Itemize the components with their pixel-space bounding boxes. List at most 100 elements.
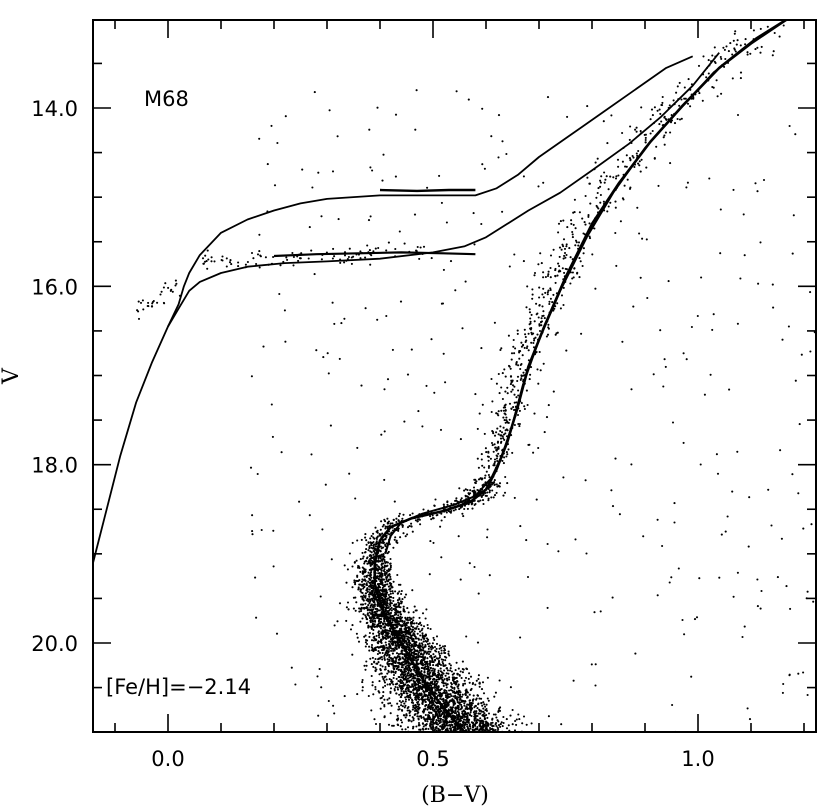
- star-point: [404, 656, 407, 659]
- star-point: [503, 419, 506, 422]
- star-point: [545, 416, 549, 419]
- star-point: [521, 722, 524, 725]
- star-point: [345, 619, 348, 622]
- star-point: [426, 627, 430, 630]
- star-point: [409, 636, 412, 639]
- star-point: [414, 627, 418, 630]
- star-point: [723, 48, 726, 51]
- star-point: [499, 425, 502, 428]
- star-point: [380, 696, 383, 699]
- star-point: [414, 703, 417, 707]
- star-point: [372, 540, 375, 544]
- star-point: [565, 268, 568, 271]
- star-point: [453, 715, 457, 718]
- star-point: [368, 598, 372, 601]
- star-point: [441, 725, 444, 728]
- star-point: [483, 729, 486, 732]
- star-point: [390, 606, 393, 609]
- star-point: [408, 680, 411, 683]
- star-point: [426, 623, 429, 627]
- star-point: [490, 135, 493, 138]
- star-point: [506, 420, 509, 423]
- star-point: [496, 427, 499, 430]
- star-point: [385, 571, 388, 574]
- star-point: [399, 670, 402, 673]
- star-point: [382, 588, 385, 591]
- star-point: [412, 689, 415, 692]
- star-point: [616, 158, 620, 161]
- star-point: [529, 373, 532, 376]
- star-point: [497, 433, 500, 436]
- star-point: [374, 607, 377, 610]
- star-point: [454, 683, 458, 686]
- star-point: [374, 722, 378, 726]
- star-point: [519, 525, 522, 528]
- star-point: [622, 198, 625, 201]
- star-point: [546, 274, 550, 278]
- star-point: [526, 575, 530, 579]
- star-point: [378, 591, 381, 594]
- star-point: [401, 525, 404, 528]
- star-point: [399, 678, 402, 681]
- star-point: [565, 245, 568, 248]
- star-point: [525, 306, 528, 309]
- star-point: [366, 562, 369, 565]
- star-point: [645, 238, 648, 241]
- star-point: [431, 683, 435, 686]
- star-point: [437, 650, 440, 654]
- star-point: [372, 628, 375, 632]
- star-point: [502, 406, 505, 409]
- star-point: [421, 636, 424, 639]
- star-point: [459, 438, 462, 441]
- star-point: [439, 688, 442, 691]
- star-point: [531, 288, 534, 291]
- star-point: [511, 388, 514, 391]
- star-point: [437, 671, 440, 674]
- star-point: [519, 350, 522, 353]
- star-point: [407, 705, 410, 709]
- star-point: [482, 692, 486, 695]
- star-point: [546, 333, 550, 336]
- star-point: [390, 678, 393, 682]
- star-point: [485, 713, 488, 717]
- star-point: [390, 662, 393, 665]
- star-point: [454, 669, 457, 672]
- star-point: [210, 256, 213, 259]
- star-point: [472, 486, 476, 489]
- star-point: [474, 712, 478, 715]
- star-point: [431, 642, 434, 645]
- star-point: [386, 672, 389, 675]
- star-point: [461, 693, 464, 696]
- star-point: [292, 264, 295, 267]
- star-point: [439, 695, 442, 698]
- star-point: [386, 597, 389, 600]
- star-point: [377, 246, 380, 250]
- star-point: [476, 725, 479, 729]
- star-point: [430, 720, 433, 724]
- star-point: [619, 220, 622, 223]
- star-point: [428, 677, 431, 680]
- star-point: [707, 72, 710, 75]
- star-point: [650, 108, 654, 111]
- star-point: [578, 257, 581, 260]
- star-point: [237, 265, 240, 268]
- star-point: [380, 612, 383, 615]
- star-point: [516, 413, 520, 417]
- star-point: [380, 581, 383, 585]
- star-point: [547, 715, 550, 718]
- star-point: [475, 679, 478, 682]
- star-point: [459, 691, 462, 694]
- star-point: [358, 610, 361, 613]
- star-point: [507, 334, 510, 337]
- star-point: [383, 619, 386, 623]
- star-point: [446, 721, 449, 724]
- star-point: [516, 379, 519, 383]
- star-point: [391, 621, 394, 624]
- star-point: [368, 608, 371, 612]
- star-point: [368, 649, 371, 652]
- star-point: [698, 577, 701, 580]
- star-point: [607, 188, 610, 191]
- star-point: [389, 557, 392, 561]
- star-point: [452, 695, 455, 698]
- star-point: [542, 276, 545, 279]
